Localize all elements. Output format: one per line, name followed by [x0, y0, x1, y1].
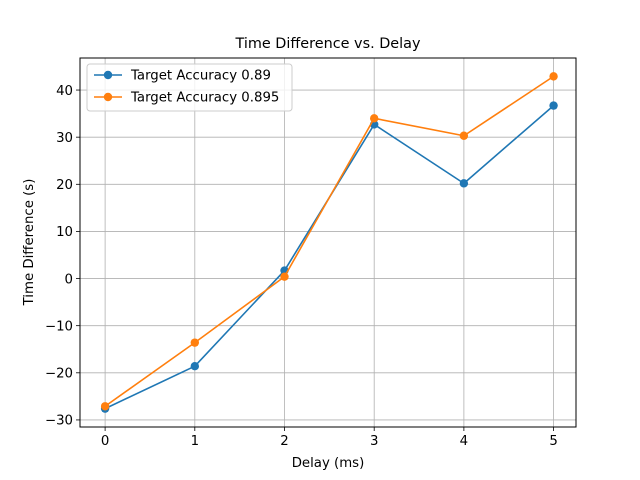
chart-title: Time Difference vs. Delay — [235, 36, 421, 52]
series-lines — [100, 72, 558, 413]
x-tick-label: 2 — [280, 434, 288, 449]
x-tick-label: 1 — [191, 434, 199, 449]
x-tick-label: 4 — [460, 434, 468, 449]
series-2 — [100, 72, 558, 411]
data-point — [549, 101, 558, 110]
data-point — [459, 179, 469, 188]
axis-ticks: 0 1 2 3 4 5 −30 −20 −10 0 10 20 30 40 — [45, 84, 558, 449]
y-tick-label: −10 — [45, 319, 73, 334]
x-axis-label: Delay (ms) — [292, 456, 365, 471]
y-tick-label: −20 — [45, 367, 73, 382]
data-point — [369, 114, 379, 123]
y-tick-label: 20 — [56, 178, 73, 193]
data-point — [280, 272, 289, 281]
x-tick-label: 5 — [549, 434, 557, 449]
data-point — [100, 402, 110, 411]
x-tick-label: 3 — [370, 434, 378, 449]
y-tick-label: 40 — [56, 84, 73, 99]
y-tick-label: 10 — [56, 225, 73, 240]
legend-entries: Target Accuracy 0.89 Target Accuracy 0.89… — [94, 69, 279, 106]
y-tick-label: 30 — [56, 131, 73, 146]
y-tick-label: 0 — [65, 272, 73, 287]
data-point — [459, 131, 469, 140]
y-tick-label: −30 — [45, 414, 73, 429]
legend-box — [86, 63, 293, 112]
plot-area-frame — [79, 57, 577, 428]
legend: Target Accuracy 0.89 Target Accuracy 0.89… — [86, 63, 293, 112]
legend-label: Target Accuracy 0.89 — [130, 69, 271, 84]
data-point — [190, 362, 200, 371]
data-point — [549, 72, 558, 81]
legend-marker — [103, 70, 113, 80]
y-axis-label: Time Difference (s) — [22, 179, 37, 307]
series-line — [104, 75, 555, 407]
x-tick-label: 0 — [101, 434, 109, 449]
legend-label: Target Accuracy 0.895 — [130, 91, 279, 106]
data-point — [190, 338, 200, 347]
grid-lines — [80, 58, 576, 427]
legend-marker — [103, 92, 113, 102]
